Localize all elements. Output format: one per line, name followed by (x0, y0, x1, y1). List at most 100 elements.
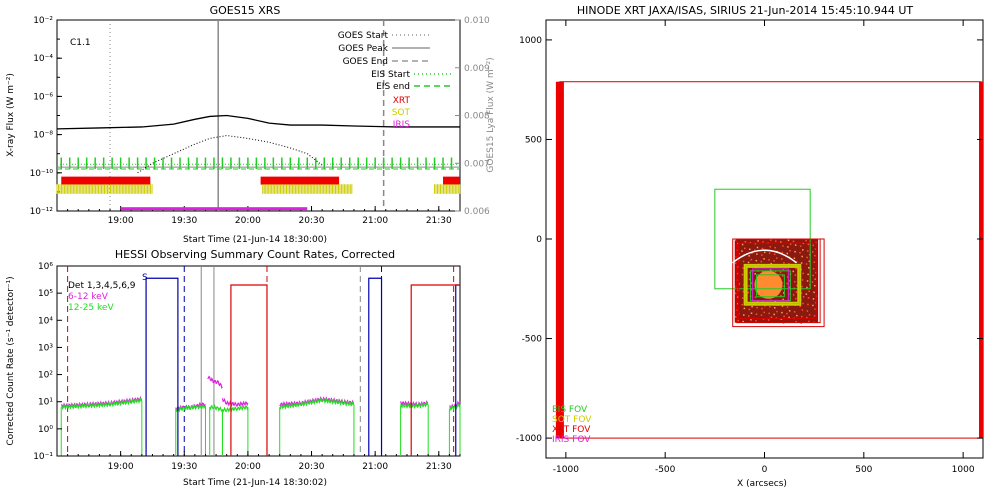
active-region-speckle (806, 280, 809, 282)
active-region-speckle (750, 288, 752, 291)
active-region-speckle (734, 292, 737, 295)
active-region-speckle (783, 315, 785, 318)
hinode-x-axis: -1000 -500 0 500 1000 (553, 20, 975, 475)
hessi-series-12-25-kev (60, 397, 143, 411)
active-region-speckle (773, 313, 775, 316)
active-region-speckle (751, 252, 753, 254)
active-region-speckle (802, 302, 804, 305)
iris-interval-bar (120, 207, 308, 211)
goes-y2-label: GOES15 Lya Flux (W m⁻²) (486, 57, 496, 172)
active-region-speckle (813, 315, 816, 317)
goes-x-tick-label: 19:30 (171, 216, 197, 226)
active-region-speckle (813, 291, 815, 294)
goes-title: GOES15 XRS (210, 4, 281, 17)
active-region-speckle (742, 267, 744, 269)
active-region-speckle (779, 241, 782, 243)
active-region-speckle (814, 248, 817, 250)
active-region-speckle (774, 246, 776, 249)
goes-y-tick-label: 10⁻¹⁰ (30, 169, 54, 179)
active-region-speckle (773, 253, 776, 256)
active-region-speckle (756, 253, 758, 255)
hinode-x-tick-label: 0 (762, 465, 768, 475)
active-region-speckle (782, 268, 785, 271)
hinode-y-tick-label: 500 (525, 135, 542, 145)
active-region-speckle (799, 305, 801, 307)
active-region-speckle (792, 240, 795, 243)
active-region-speckle (802, 296, 805, 298)
active-region-speckle (763, 311, 766, 314)
xrt-fov-box (738, 242, 817, 320)
xrt-interval-bar (443, 176, 460, 185)
active-region-speckle (795, 291, 798, 293)
goes-legend-label: EIS Start (371, 70, 410, 80)
active-region-speckle (754, 242, 757, 245)
sot-fov-box (743, 263, 802, 306)
goes-y2-tick-label: 0.010 (464, 16, 490, 26)
active-region-speckle (781, 311, 783, 314)
goes-legend-label-sot: SOT (392, 108, 411, 118)
active-region-speckle (737, 319, 739, 322)
active-region-speckle (796, 314, 798, 317)
active-region-speckle (744, 247, 746, 250)
hessi-series-12-25-kev (221, 404, 249, 413)
hessi-x-tick-label: 21:30 (426, 462, 452, 472)
goes-legend-label: GOES Peak (338, 44, 388, 54)
active-region-speckle (737, 266, 739, 268)
active-region-speckle (769, 245, 771, 248)
active-region-speckle (801, 285, 803, 288)
active-region-speckle (806, 256, 808, 259)
hinode-title: HINODE XRT JAXA/ISAS, SIRIUS 21-Jun-2014… (577, 4, 914, 17)
active-region-speckle (756, 246, 759, 249)
active-region-speckle (751, 305, 753, 308)
active-region-speckle (799, 245, 802, 247)
xrt-fov-box (559, 81, 982, 439)
hessi-x-tick-label: 20:00 (235, 462, 261, 472)
hinode-y-axis: 1000 500 0 -500 -1000 (516, 36, 983, 444)
hessi-series-attenuator (410, 284, 460, 456)
active-region-speckle (782, 292, 785, 294)
goes-y2-axis: 0.010 0.009 0.008 0.007 0.006 (455, 16, 490, 217)
active-region-speckle (789, 249, 791, 252)
active-region-speckle (775, 240, 777, 242)
active-region-speckle (780, 318, 783, 320)
hinode-panel: HINODE XRT JAXA/ISAS, SIRIUS 21-Jun-2014… (516, 4, 984, 489)
active-region-speckle (774, 307, 776, 309)
active-region-speckle (808, 290, 810, 293)
active-region-speckle (811, 281, 814, 283)
active-region-speckle (748, 308, 751, 311)
goes-y-tick-label: 10⁻⁸ (33, 131, 53, 141)
goes-data (56, 20, 461, 211)
active-region-speckle (781, 251, 784, 254)
active-region-speckle (788, 263, 790, 265)
active-region-speckle (788, 310, 791, 312)
active-region-speckle (741, 303, 743, 306)
active-region-speckle (736, 272, 739, 275)
active-region-speckle (750, 319, 752, 321)
active-region-speckle (808, 320, 810, 323)
active-region-speckle (796, 284, 798, 287)
active-region-speckle (748, 278, 751, 281)
hessi-annotation: S (142, 273, 148, 283)
active-region-speckle (813, 261, 816, 263)
hinode-x-label: X (arcsecs) (737, 479, 787, 489)
goes-x-tick-label: 20:30 (299, 216, 325, 226)
xray-flux-line (56, 114, 460, 130)
active-region-speckle (760, 260, 763, 263)
goes-y-axis: 10⁻² 10⁻⁴ 10⁻⁶ 10⁻⁸ 10⁻¹⁰ 10⁻¹² (30, 16, 62, 217)
active-region-speckle (754, 296, 757, 299)
active-region-speckle (792, 294, 795, 296)
active-region-speckle (786, 306, 789, 308)
active-region-speckle (793, 311, 796, 313)
goes-x-tick-label: 21:00 (362, 216, 388, 226)
active-region-speckle (767, 319, 770, 321)
active-region-speckle (735, 316, 737, 318)
active-region-speckle (801, 279, 804, 281)
active-region-speckle (747, 291, 750, 294)
active-region-speckle (780, 294, 782, 297)
active-region-speckle (805, 293, 808, 295)
hessi-legend-label: 6-12 keV (68, 292, 109, 302)
active-region-speckle (786, 282, 788, 285)
active-region-speckle (763, 251, 766, 254)
active-region-speckle (788, 286, 791, 289)
